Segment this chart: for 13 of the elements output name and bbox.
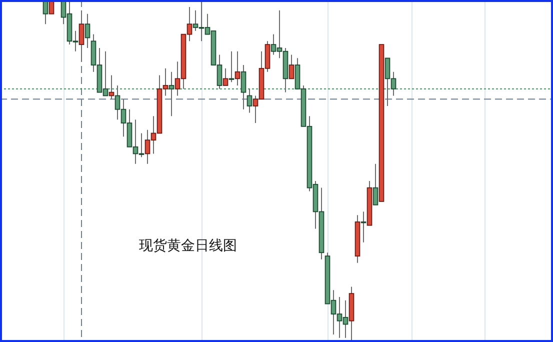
candlestick xyxy=(228,50,234,83)
candlestick xyxy=(240,64,246,110)
candlestick xyxy=(222,68,228,86)
candlestick xyxy=(78,10,84,62)
candlestick xyxy=(360,211,366,243)
candlestick xyxy=(288,54,294,80)
candlestick xyxy=(108,74,114,100)
candlestick xyxy=(168,71,174,117)
candlestick xyxy=(246,88,252,114)
candlestick xyxy=(372,163,378,206)
text: 现货黄金日线图 xyxy=(139,238,237,254)
candlestick xyxy=(84,13,90,48)
candlestick xyxy=(234,50,240,86)
